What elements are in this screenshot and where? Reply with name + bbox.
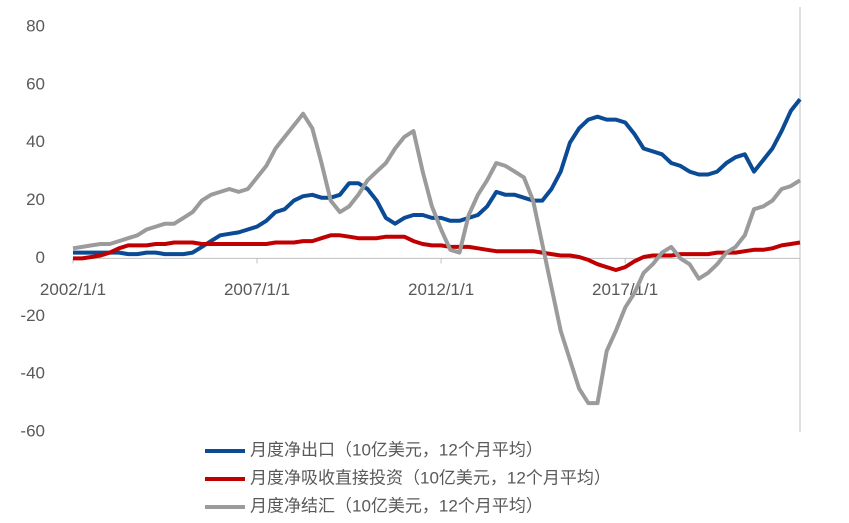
series-line bbox=[73, 98, 802, 257]
y-tick-label: 0 bbox=[36, 248, 45, 267]
y-tick-label: 40 bbox=[26, 132, 45, 151]
y-tick-label: -40 bbox=[20, 364, 45, 383]
y-tick-label: -20 bbox=[20, 306, 45, 325]
x-tick-label: 2017/1/1 bbox=[592, 280, 658, 299]
x-tick-label: 2007/1/1 bbox=[224, 280, 290, 299]
x-tick-label: 2002/1/1 bbox=[40, 280, 106, 299]
legend-label: 月度净出口（10亿美元，12个月平均） bbox=[250, 440, 543, 459]
y-tick-label: 60 bbox=[26, 74, 45, 93]
legend-label: 月度净结汇（10亿美元，12个月平均） bbox=[250, 496, 543, 515]
y-tick-label: -60 bbox=[20, 421, 45, 440]
series-line bbox=[72, 111, 802, 406]
y-tick-label: 80 bbox=[26, 16, 45, 35]
y-tick-label: 20 bbox=[26, 190, 45, 209]
legend-label: 月度净吸收直接投资（10亿美元，12个月平均） bbox=[250, 468, 611, 487]
x-tick-label: 2012/1/1 bbox=[408, 280, 474, 299]
